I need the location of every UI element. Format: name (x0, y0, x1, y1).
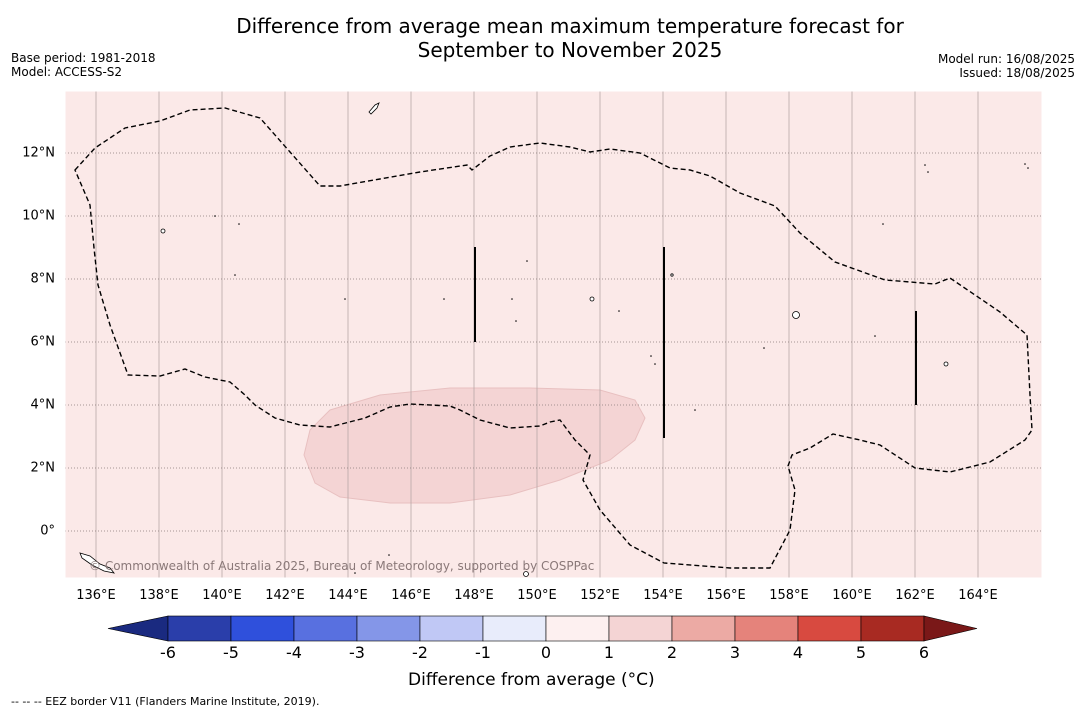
colorbar-swatch (293, 615, 358, 642)
y-tick-label: 10°N (22, 208, 55, 224)
y-tick-label: 6°N (30, 334, 56, 350)
colorbar-tick-label: -4 (286, 643, 302, 662)
x-tick-label: 138°E (139, 588, 179, 603)
colorbar-high-extension (923, 615, 978, 642)
model-run: Model run: 16/08/2025 (937, 52, 1075, 66)
model-name: Model: ACCESS-S2 (11, 65, 123, 79)
colorbar-swatch (482, 615, 547, 642)
colorbar-tick-label: 6 (918, 643, 930, 662)
colorbar-low-extension (107, 615, 169, 642)
colorbar-swatch (230, 615, 295, 642)
y-tick-label: 4°N (30, 397, 56, 413)
colorbar-swatch (356, 615, 421, 642)
x-tick-label: 152°E (580, 588, 620, 603)
colorbar-tick-label: 3 (729, 643, 741, 662)
x-tick-label: 158°E (769, 588, 809, 603)
colorbar-tick-label: 5 (855, 643, 867, 662)
islets (214, 163, 1029, 574)
colorbar-tick-label: -6 (160, 643, 176, 662)
colorbar-swatch (608, 615, 673, 642)
y-tick-label: 2°N (30, 460, 56, 476)
map-background (65, 91, 1042, 578)
colorbar-swatch (734, 615, 799, 642)
x-tick-label: 164°E (958, 588, 998, 603)
y-tick-label: 0° (40, 523, 55, 539)
map-title: Difference from average mean maximum tem… (0, 14, 1085, 62)
colorbar-swatch (860, 615, 925, 642)
x-tick-label: 146°E (391, 588, 431, 603)
issued-date: Issued: 18/08/2025 (959, 66, 1075, 80)
colorbar-swatch (797, 615, 862, 642)
title-line-2: September to November 2025 (417, 38, 723, 62)
x-tick-label: 142°E (265, 588, 305, 603)
colorbar-tick-label: 1 (603, 643, 615, 662)
colorbar-swatch (545, 615, 610, 642)
x-tick-label: 148°E (454, 588, 494, 603)
colorbar-tick-label: 4 (792, 643, 804, 662)
x-tick-label: 144°E (328, 588, 368, 603)
meta-right: Model run: 16/08/2025 Issued: 18/08/2025 (938, 52, 1075, 80)
x-tick-label: 136°E (76, 588, 116, 603)
colorbar-swatch (419, 615, 484, 642)
colorbar-tick-label: -2 (412, 643, 428, 662)
colorbar (107, 615, 978, 642)
colorbar-tick-label: -3 (349, 643, 365, 662)
meta-left: Base period: 1981-2018 Model: ACCESS-S2 (11, 51, 156, 79)
boundary-lines (474, 247, 917, 438)
colorbar-swatch (671, 615, 736, 642)
colorbar-label: Difference from average (°C) (408, 670, 655, 690)
title-line-1: Difference from average mean maximum tem… (236, 14, 904, 38)
copyright-text: © Commonwealth of Australia 2025, Bureau… (89, 559, 594, 573)
x-tick-label: 162°E (895, 588, 935, 603)
colorbar-tick-label: -5 (223, 643, 239, 662)
y-tick-label: 8°N (30, 271, 56, 287)
colorbar-tick-label: 2 (666, 643, 678, 662)
x-tick-label: 140°E (202, 588, 242, 603)
y-tick-label: 12°N (22, 145, 55, 161)
x-tick-label: 154°E (643, 588, 683, 603)
gridlines-horizontal (65, 152, 1042, 532)
eez-border (74, 107, 1033, 569)
colorbar-tick-label: 0 (540, 643, 552, 662)
map-frame (64, 90, 1043, 579)
x-tick-label: 150°E (517, 588, 557, 603)
islands (79, 102, 949, 577)
colorbar-tick-label: -1 (475, 643, 491, 662)
warm-anomaly-region (303, 387, 646, 504)
eez-footnote: -- -- -- EEZ border V11 (Flanders Marine… (11, 695, 320, 708)
base-period: Base period: 1981-2018 (11, 51, 156, 65)
x-tick-label: 156°E (706, 588, 746, 603)
colorbar-swatch (167, 615, 232, 642)
x-tick-label: 160°E (832, 588, 872, 603)
